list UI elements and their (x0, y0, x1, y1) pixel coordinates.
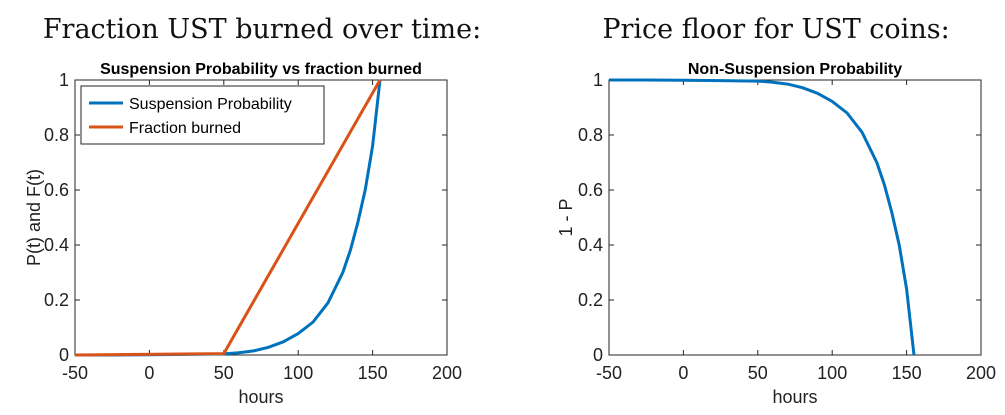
y-tick-label: 0.2 (578, 290, 603, 310)
legend-label-suspension-probability: Suspension Probability (129, 96, 292, 113)
legend-box (80, 85, 325, 145)
y-axis-label: 1 - P (556, 198, 576, 236)
y-tick-label: 0.6 (44, 180, 69, 200)
x-tick-label: 50 (748, 363, 768, 383)
x-axis-label: hours (238, 387, 283, 407)
legend-label-fraction-burned: Fraction burned (129, 120, 241, 137)
chart-non-suspension: -50 0 50 100 150 20000.20.40.60.81Non-Suspens… (556, 61, 996, 407)
y-tick-label: 0.4 (44, 235, 69, 255)
x-axis-label: hours (772, 387, 817, 407)
chart-suspension-vs-burned: -50 0 50 100 150 20000.20.40.60.81Suspension … (24, 61, 462, 407)
left-caption: Fraction UST burned over time: (43, 14, 481, 45)
y-tick-label: 0.8 (578, 125, 603, 145)
x-tick-label: -50 (596, 363, 622, 383)
x-tick-label: -50 (62, 363, 88, 383)
y-tick-label: 0.8 (44, 125, 69, 145)
x-tick-label: 100 (817, 363, 847, 383)
series-line-series-0 (609, 78, 916, 356)
y-tick-label: 0.2 (44, 290, 69, 310)
y-tick-label: 0 (593, 345, 603, 365)
x-tick-label: 50 (214, 363, 234, 383)
x-tick-label: 150 (892, 363, 922, 383)
x-tick-label: 200 (966, 363, 996, 383)
x-tick-label: 100 (283, 363, 313, 383)
legend: Suspension Probability Fraction burned (80, 85, 325, 145)
x-tick-label: 200 (432, 363, 462, 383)
y-tick-label: 0 (59, 345, 69, 365)
chart-title: Non-Suspension Probability (688, 61, 902, 78)
y-tick-label: 0.4 (578, 235, 603, 255)
y-tick-label: 1 (59, 70, 69, 90)
series-line-fraction-burned (74, 79, 382, 357)
x-tick-label: 0 (678, 363, 688, 383)
y-tick-label: 0.6 (578, 180, 603, 200)
x-tick-label: 150 (358, 363, 388, 383)
chart-title: Suspension Probability vs fraction burne… (100, 61, 422, 78)
plot-area (608, 79, 982, 356)
y-axis-label: P(t) and F(t) (24, 169, 44, 266)
x-tick-label: 0 (144, 363, 154, 383)
right-caption: Price floor for UST coins: (602, 14, 949, 45)
y-tick-label: 1 (593, 70, 603, 90)
